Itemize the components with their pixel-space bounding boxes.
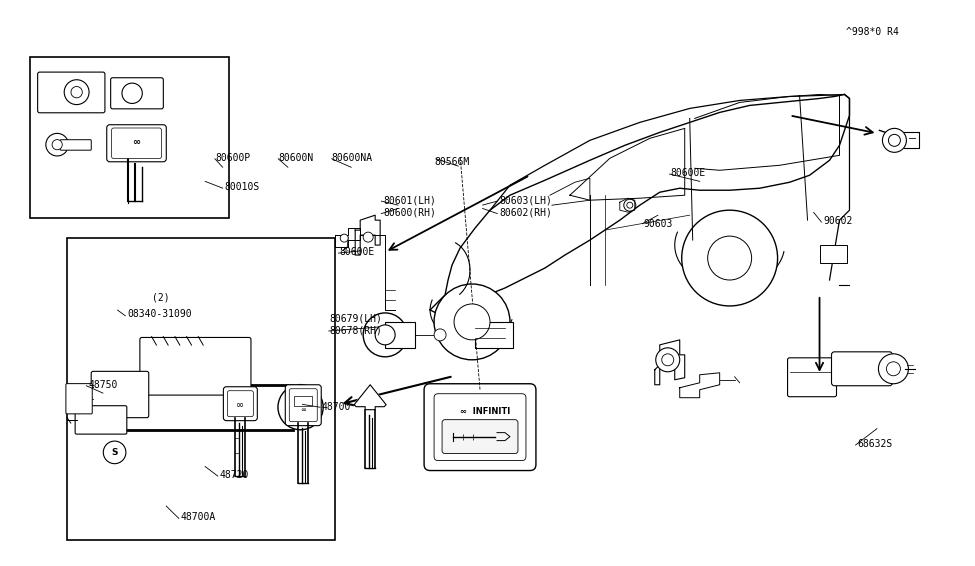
FancyBboxPatch shape [424,384,536,470]
Circle shape [682,210,778,306]
Circle shape [662,354,674,366]
Text: 80602(RH): 80602(RH) [499,207,552,217]
FancyBboxPatch shape [75,406,127,434]
Circle shape [52,140,62,150]
Circle shape [340,234,348,242]
Text: ∞  INFINITI: ∞ INFINITI [460,407,510,416]
FancyBboxPatch shape [106,125,167,162]
Circle shape [434,284,510,360]
Text: ^998*0 R4: ^998*0 R4 [845,27,899,37]
Text: 80600N: 80600N [278,153,313,162]
Polygon shape [354,385,386,410]
Circle shape [363,232,373,242]
Circle shape [627,202,633,208]
FancyBboxPatch shape [139,337,251,395]
Text: 08340-31090: 08340-31090 [128,309,192,319]
Text: 80600E: 80600E [671,168,706,178]
Text: 80600NA: 80600NA [332,153,372,162]
FancyBboxPatch shape [832,352,892,386]
FancyBboxPatch shape [66,384,93,414]
FancyBboxPatch shape [290,389,317,422]
Text: 80678(RH): 80678(RH) [330,326,382,336]
FancyBboxPatch shape [92,371,149,418]
Text: ∞: ∞ [132,138,140,147]
FancyBboxPatch shape [38,72,105,113]
Text: 48700A: 48700A [180,512,216,522]
FancyBboxPatch shape [227,391,254,417]
Text: 80603(LH): 80603(LH) [499,195,552,205]
Text: 80010S: 80010S [224,182,260,192]
Circle shape [64,80,89,105]
Circle shape [375,325,395,345]
FancyBboxPatch shape [111,128,162,158]
FancyBboxPatch shape [60,140,92,150]
Circle shape [278,385,323,430]
Circle shape [886,362,900,376]
Bar [67,238,334,540]
FancyBboxPatch shape [286,385,321,426]
Circle shape [888,134,900,147]
Text: ∞: ∞ [300,407,306,413]
Bar [475,322,513,348]
Text: 90603: 90603 [644,218,673,229]
Bar [385,322,415,348]
Circle shape [434,329,446,341]
Circle shape [103,441,126,464]
Text: 48750: 48750 [89,380,118,389]
Circle shape [291,397,311,417]
Circle shape [624,199,636,211]
Text: 80679(LH): 80679(LH) [330,314,382,324]
Text: 80566M: 80566M [434,157,469,166]
Text: 48720: 48720 [219,470,250,480]
Text: 68632S: 68632S [857,439,893,449]
Circle shape [454,304,490,340]
Text: (2): (2) [151,292,170,302]
Text: 90602: 90602 [824,216,853,226]
Circle shape [656,348,680,372]
Bar [294,396,312,406]
Text: ∞: ∞ [236,400,245,410]
Circle shape [708,236,752,280]
Text: 80600E: 80600E [339,247,374,257]
FancyBboxPatch shape [434,394,526,461]
FancyBboxPatch shape [111,78,164,109]
Text: 80600(RH): 80600(RH) [383,207,436,217]
Circle shape [46,134,68,156]
Circle shape [882,128,907,152]
Circle shape [122,83,142,104]
Circle shape [878,354,909,384]
Bar [30,57,229,218]
Bar [820,245,847,263]
Circle shape [363,313,408,357]
Text: S: S [111,448,118,457]
Text: 80600P: 80600P [214,153,251,162]
Text: 80601(LH): 80601(LH) [383,195,436,205]
FancyBboxPatch shape [442,419,518,453]
FancyBboxPatch shape [223,387,257,421]
Circle shape [71,87,82,98]
Text: 48700: 48700 [322,402,351,412]
FancyBboxPatch shape [788,358,837,397]
